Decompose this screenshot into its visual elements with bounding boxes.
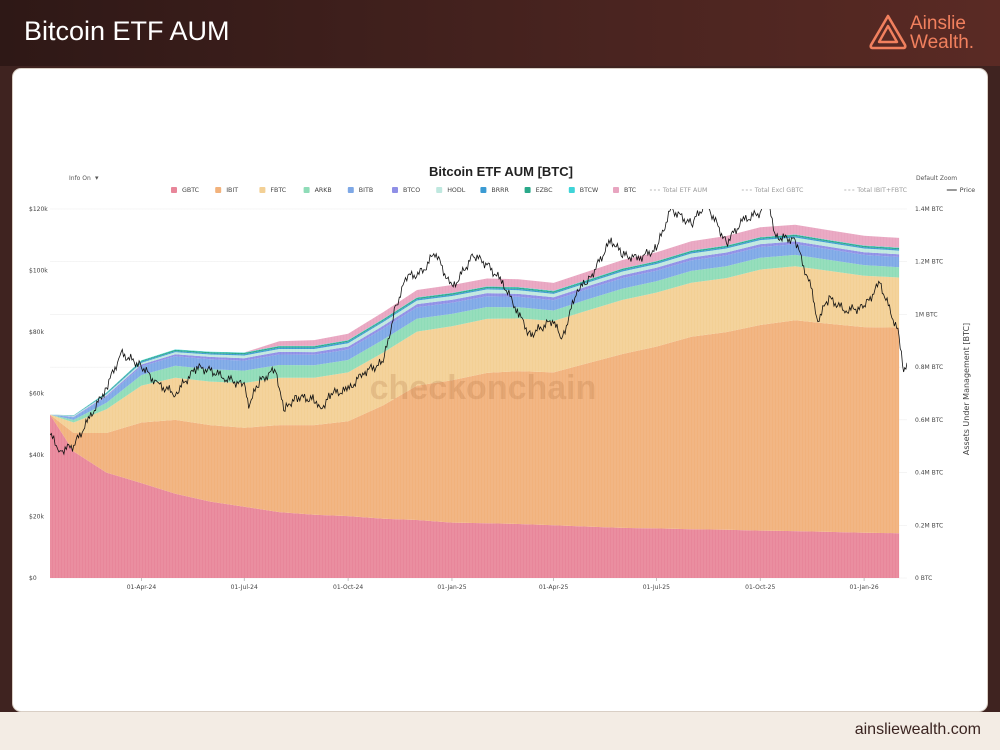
legend-item[interactable]: BTCW — [568, 187, 599, 194]
x-tick-label: 01-Oct-25 — [745, 584, 775, 591]
x-tick-label: 01-Apr-25 — [539, 584, 569, 591]
area-ibit — [50, 320, 900, 534]
bar-texture — [50, 209, 907, 578]
area-gbtc — [50, 414, 900, 578]
y-right-tick-label: 1.4M BTC — [915, 206, 943, 213]
info-toggle[interactable]: Info On — [69, 175, 91, 182]
legend-label: EZBC — [536, 187, 554, 194]
y-left-tick-label: $100k — [29, 268, 48, 275]
legend-label: HODL — [447, 187, 466, 194]
brand-line2: Wealth — [910, 32, 969, 53]
x-tick-label: 01-Jul-25 — [643, 584, 670, 591]
legend-label: IBIT — [226, 187, 238, 194]
legend-label: BITB — [359, 187, 373, 194]
legend-swatch — [613, 187, 619, 193]
legend-label: GBTC — [182, 187, 200, 194]
legend-label: BTCW — [580, 187, 599, 194]
chart-card: Bitcoin ETF AUM [BTC] Info On ▾ Default … — [13, 69, 987, 711]
legend-item[interactable]: Total IBIT+FBTC — [844, 187, 908, 194]
legend-swatch — [215, 187, 222, 193]
brand-dot: . — [968, 32, 975, 53]
legend-label: BRRR — [491, 187, 509, 194]
legend-item[interactable]: FBTC — [259, 187, 287, 194]
footer-url[interactable]: ainsliewealth.com — [854, 721, 981, 738]
legend-item[interactable]: IBIT — [215, 187, 238, 194]
y-left-tick-label: $0 — [29, 575, 37, 582]
y-left-tick-label: $80k — [29, 329, 44, 336]
y-right-tick-label: 0.6M BTC — [915, 417, 943, 424]
y-right-tick-label: 1M BTC — [915, 311, 938, 318]
zoom-control[interactable]: Default Zoom — [916, 175, 957, 182]
legend-label: Total Excl GBTC — [754, 187, 804, 194]
triangle-a-icon — [869, 14, 907, 50]
x-tick-label: 01-Jan-26 — [849, 584, 878, 591]
brand-line1: Ainslie — [910, 13, 966, 34]
legend-item[interactable]: BITB — [347, 187, 373, 194]
chart-legend: GBTC IBIT FBTC ARKB BITB BTCO HODL BRRR EZBC BTCW… — [171, 187, 975, 194]
legend-label: Price — [960, 187, 975, 194]
info-caret-icon[interactable]: ▾ — [95, 174, 99, 182]
y-right-tick-label: 1.2M BTC — [915, 259, 943, 266]
watermark: checkonchain — [370, 369, 597, 407]
legend-swatch — [436, 187, 443, 193]
legend-label: ARKB — [315, 187, 332, 194]
y-right-tick-label: 0 BTC — [915, 575, 932, 582]
y-left-tick-label: $20k — [29, 514, 44, 521]
legend-label: Total IBIT+FBTC — [856, 187, 907, 194]
legend-swatch — [568, 187, 575, 193]
x-tick-label: 01-Oct-24 — [333, 584, 363, 591]
legend-swatch — [303, 187, 310, 193]
y-right-tick-label: 0.4M BTC — [915, 470, 943, 477]
legend-label: FBTC — [270, 187, 286, 194]
legend-swatch — [392, 187, 398, 193]
legend-swatch — [347, 187, 354, 193]
page-title: Bitcoin ETF AUM — [24, 16, 230, 46]
legend-swatch — [259, 187, 266, 193]
legend-item[interactable]: Total Excl GBTC — [741, 187, 804, 194]
legend-item[interactable]: HODL — [436, 187, 466, 194]
x-tick-label: 01-Jan-25 — [437, 584, 466, 591]
y-left-tick-label: $60k — [29, 391, 44, 398]
footer-bar: ainsliewealth.com — [0, 712, 1000, 750]
legend-item[interactable]: Total ETF AUM — [649, 187, 708, 194]
y-left-tick-label: $120k — [29, 206, 48, 213]
legend-label: BTCO — [403, 187, 420, 194]
header-bar: Bitcoin ETF AUM Ainslie Wealth. — [0, 0, 1000, 66]
x-tick-label: 01-Jul-24 — [231, 584, 258, 591]
y-right-tick-label: 0.2M BTC — [915, 522, 943, 529]
stacked-areas — [50, 224, 900, 578]
legend-item[interactable]: BRRR — [480, 187, 509, 194]
legend-item[interactable]: BTCO — [392, 187, 420, 194]
legend-label: Total ETF AUM — [662, 187, 708, 194]
y-left-tick-label: $40k — [29, 452, 44, 459]
right-axis-label: Assets Under Management [BTC] — [962, 323, 971, 455]
etf-aum-chart: Bitcoin ETF AUM [BTC] Info On ▾ Default … — [29, 164, 975, 591]
legend-item[interactable]: BTC — [613, 187, 637, 194]
area-fbtc — [50, 266, 900, 433]
legend-swatch — [480, 187, 487, 193]
price-line — [50, 209, 907, 456]
chart-title: Bitcoin ETF AUM [BTC] — [429, 164, 573, 179]
legend-item[interactable]: EZBC — [524, 187, 554, 194]
axes: 01-Apr-24 01-Jul-24 01-Oct-24 01-Jan-25 01-A… — [29, 206, 943, 591]
x-tick-label: 01-Apr-24 — [127, 584, 157, 591]
legend-swatch — [171, 187, 177, 193]
y-right-tick-label: 0.8M BTC — [915, 364, 943, 371]
ainslie-logo[interactable]: Ainslie Wealth. — [868, 13, 988, 55]
legend-swatch — [524, 187, 531, 193]
legend-item[interactable]: ARKB — [303, 187, 332, 194]
price-series — [50, 209, 907, 456]
legend-item[interactable]: Price — [946, 187, 975, 194]
legend-item[interactable]: GBTC — [171, 187, 200, 194]
legend-label: BTC — [624, 187, 637, 194]
